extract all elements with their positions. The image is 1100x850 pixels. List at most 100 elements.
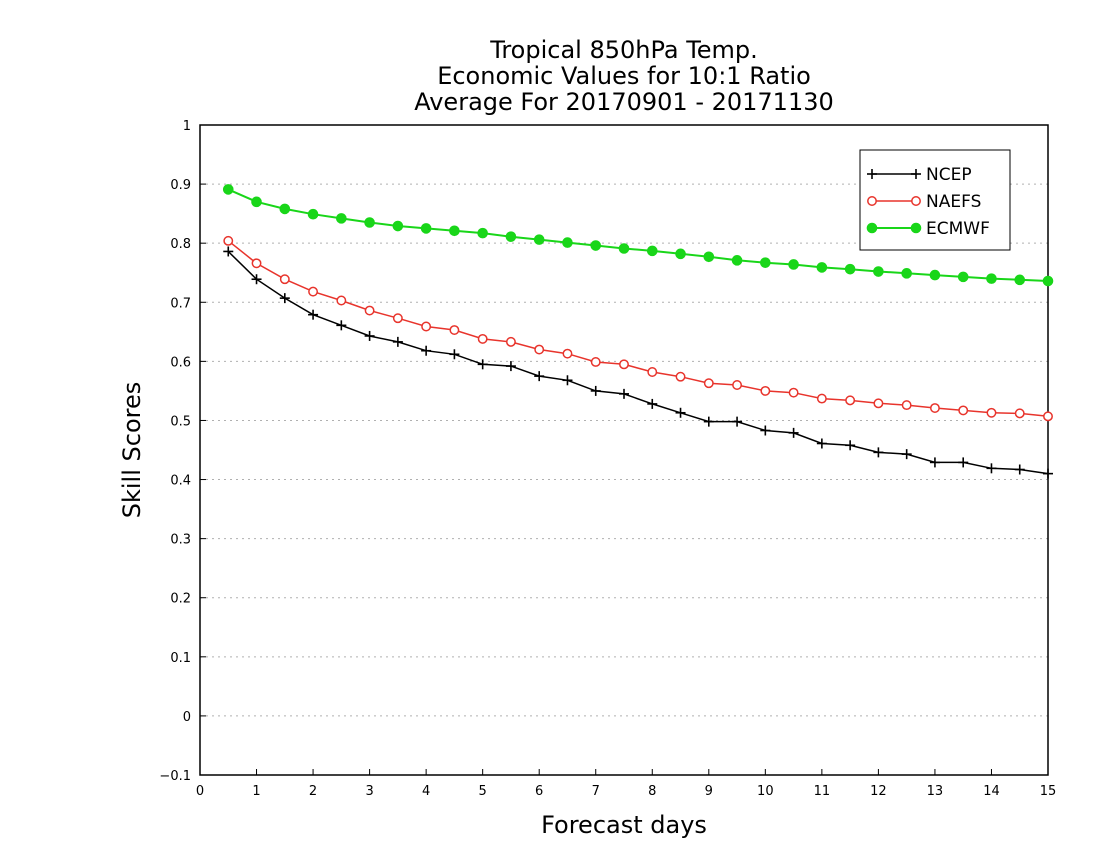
data-point-naefs <box>647 367 658 377</box>
legend-marker-naefs <box>867 196 877 206</box>
x-tick-label: 12 <box>870 784 887 799</box>
data-point-naefs <box>534 344 545 355</box>
data-point-naefs <box>986 407 997 418</box>
x-tick-label: 0 <box>196 784 204 799</box>
y-tick-label: 0 <box>183 710 191 725</box>
data-point-ncep <box>703 416 714 427</box>
x-tick-label: 9 <box>705 784 713 799</box>
x-tick-label: 13 <box>927 784 944 799</box>
data-point-ncep <box>901 449 912 460</box>
data-point-ecmwf <box>731 255 743 266</box>
data-point-ecmwf <box>279 203 291 215</box>
data-point-ncep <box>534 371 545 382</box>
data-point-ecmwf <box>590 240 602 251</box>
data-point-naefs <box>505 336 516 347</box>
series-group <box>222 184 1054 479</box>
data-point-naefs <box>562 348 573 359</box>
legend-marker-ecmwf <box>910 222 922 234</box>
legend-marker-naefs <box>911 196 921 206</box>
series-naefs <box>223 235 1053 422</box>
data-point-naefs <box>760 385 771 396</box>
data-point-naefs <box>732 380 743 390</box>
data-point-ecmwf <box>646 245 658 257</box>
y-tick-label: 0.5 <box>170 414 191 429</box>
data-point-ncep <box>251 274 262 285</box>
legend-marker-ncep <box>867 169 877 179</box>
x-tick-label: 2 <box>309 784 317 799</box>
legend-label-ncep: NCEP <box>926 165 972 185</box>
data-point-ecmwf <box>251 196 262 208</box>
x-tick-label: 6 <box>535 784 543 799</box>
legend-box <box>859 149 1011 251</box>
data-point-ncep <box>223 246 234 257</box>
data-point-naefs <box>251 258 262 269</box>
data-point-ncep <box>732 416 743 427</box>
data-point-ecmwf <box>788 259 799 270</box>
data-point-ecmwf <box>307 208 319 220</box>
data-point-ncep <box>816 438 827 449</box>
series-ecmwf <box>222 184 1054 287</box>
x-tick-label: 8 <box>648 784 656 799</box>
data-point-ecmwf <box>986 273 997 284</box>
data-point-ncep <box>392 336 403 347</box>
data-point-ecmwf <box>477 227 488 239</box>
y-tick-label: 0.3 <box>170 533 191 548</box>
data-point-ecmwf <box>901 268 912 279</box>
chart-title-line-1: Tropical 850hPa Temp. <box>489 36 758 64</box>
axes: −0.100.10.20.30.40.50.60.70.80.910 1 2 3 4 5 6… <box>159 119 1056 799</box>
data-point-ncep <box>845 440 856 451</box>
chart-title-line-3: Average For 20170901 - 20171130 <box>414 88 834 116</box>
data-point-naefs <box>279 274 290 285</box>
data-point-naefs <box>703 378 714 389</box>
data-point-ecmwf <box>618 243 630 254</box>
data-point-ecmwf <box>703 251 715 263</box>
data-point-ecmwf <box>449 225 460 237</box>
data-point-ecmwf <box>364 217 375 228</box>
data-point-ncep <box>929 457 940 468</box>
data-point-ncep <box>958 457 969 468</box>
data-point-naefs <box>788 387 799 398</box>
y-tick-label: 0.7 <box>170 296 191 311</box>
data-point-naefs <box>873 398 884 409</box>
data-point-naefs <box>619 359 629 370</box>
y-tick-label: 0.1 <box>170 651 191 666</box>
series-ncep <box>223 246 1053 479</box>
data-point-ecmwf <box>420 223 432 234</box>
data-point-ncep <box>1043 468 1053 479</box>
legend-label-ecmwf: ECMWF <box>926 219 990 239</box>
data-point-ecmwf <box>336 213 347 224</box>
data-point-ecmwf <box>533 234 545 245</box>
data-point-naefs <box>223 235 234 246</box>
data-point-naefs <box>1014 408 1025 419</box>
x-tick-label: 4 <box>422 784 430 799</box>
y-tick-label: 0.4 <box>170 474 191 489</box>
data-point-ecmwf <box>675 248 686 260</box>
data-point-naefs <box>845 395 856 406</box>
data-point-ecmwf <box>392 220 404 232</box>
x-tick-label: 5 <box>479 784 487 799</box>
x-tick-label: 14 <box>983 784 1000 799</box>
x-axis-label: Forecast days <box>541 811 707 839</box>
data-point-ncep <box>449 349 460 360</box>
data-point-naefs <box>929 403 940 413</box>
legend-label-naefs: NAEFS <box>926 192 981 212</box>
data-point-naefs <box>901 400 912 411</box>
data-point-ecmwf <box>929 269 941 281</box>
data-point-ncep <box>986 463 997 474</box>
data-point-ncep <box>505 361 516 372</box>
data-point-naefs <box>590 357 601 367</box>
legend: NCEP NAEFS ECMWF <box>859 149 1011 251</box>
data-point-ecmwf <box>873 266 884 277</box>
y-tick-label: 0.9 <box>170 178 191 193</box>
data-point-ncep <box>336 320 347 331</box>
data-point-ecmwf <box>760 257 771 268</box>
x-tick-label: 15 <box>1040 784 1057 799</box>
data-point-ncep <box>279 293 290 304</box>
data-point-ecmwf <box>957 271 969 283</box>
legend-marker-ncep <box>911 169 921 179</box>
data-point-ecmwf <box>844 263 856 275</box>
data-point-ncep <box>421 345 432 356</box>
data-point-naefs <box>675 371 686 382</box>
